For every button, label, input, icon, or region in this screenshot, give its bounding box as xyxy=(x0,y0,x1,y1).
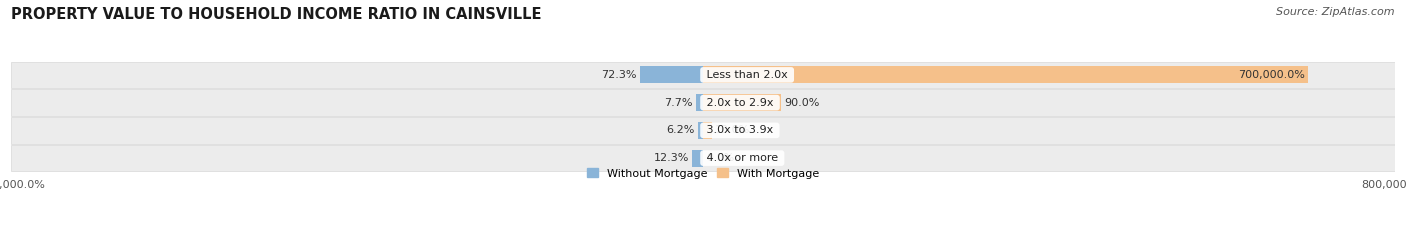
Text: 7.7%: 7.7% xyxy=(665,98,693,108)
Text: Less than 2.0x: Less than 2.0x xyxy=(703,70,792,80)
Text: 72.3%: 72.3% xyxy=(602,70,637,80)
Bar xyxy=(703,122,711,139)
Text: PROPERTY VALUE TO HOUSEHOLD INCOME RATIO IN CAINSVILLE: PROPERTY VALUE TO HOUSEHOLD INCOME RATIO… xyxy=(11,7,541,22)
Bar xyxy=(697,122,703,139)
Text: 4.0x or more: 4.0x or more xyxy=(703,153,782,163)
Bar xyxy=(703,66,1308,83)
Text: 90.0%: 90.0% xyxy=(785,98,820,108)
Text: Source: ZipAtlas.com: Source: ZipAtlas.com xyxy=(1277,7,1395,17)
Bar xyxy=(703,94,780,111)
Text: 10.0%: 10.0% xyxy=(716,125,751,135)
Text: 6.2%: 6.2% xyxy=(666,125,695,135)
Bar xyxy=(692,150,703,167)
Legend: Without Mortgage, With Mortgage: Without Mortgage, With Mortgage xyxy=(588,168,818,178)
Text: 12.3%: 12.3% xyxy=(654,153,689,163)
Text: 0.0%: 0.0% xyxy=(706,153,735,163)
Text: 3.0x to 3.9x: 3.0x to 3.9x xyxy=(703,125,776,135)
Bar xyxy=(11,89,1395,116)
Text: 2.0x to 2.9x: 2.0x to 2.9x xyxy=(703,98,778,108)
Bar xyxy=(641,66,703,83)
Bar xyxy=(11,117,1395,144)
Bar xyxy=(11,145,1395,171)
Bar xyxy=(696,94,703,111)
Text: 700,000.0%: 700,000.0% xyxy=(1237,70,1305,80)
Bar xyxy=(11,62,1395,88)
